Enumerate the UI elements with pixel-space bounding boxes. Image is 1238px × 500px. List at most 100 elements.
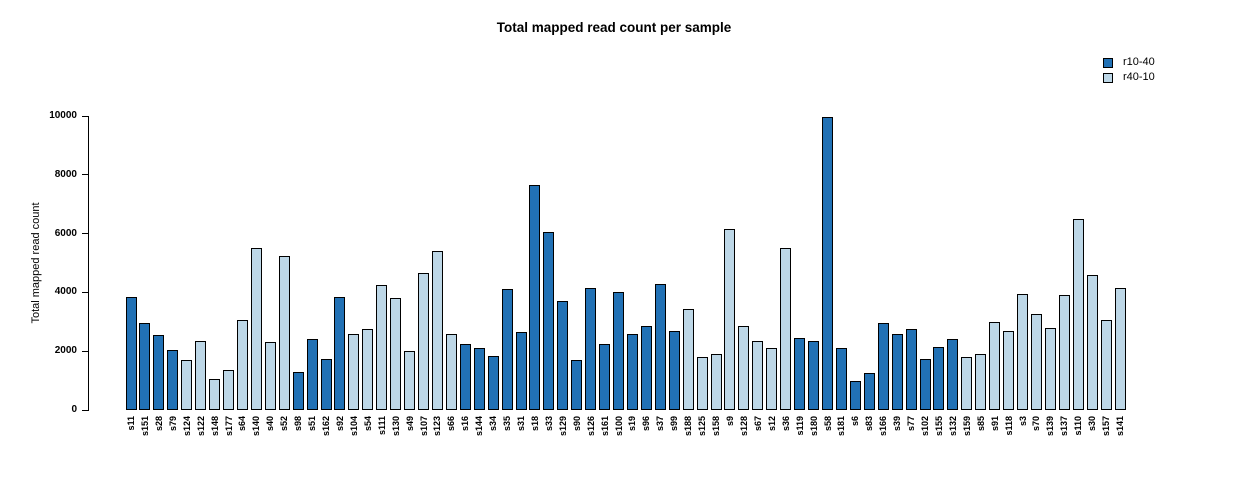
- bar-s107: [418, 273, 430, 410]
- y-axis-tick: [82, 350, 88, 352]
- bar-s148: [209, 379, 221, 410]
- bar-s70: [1030, 314, 1042, 410]
- bar-s34: [487, 355, 499, 410]
- bar-s158: [710, 354, 722, 410]
- bar-s144: [473, 348, 485, 410]
- bar-s37: [654, 283, 666, 410]
- x-axis-tick-label: s58: [822, 416, 833, 432]
- x-axis-tick-label: s66: [446, 416, 457, 432]
- x-axis-tick-label: s39: [892, 416, 903, 432]
- bar-s110: [1072, 218, 1084, 410]
- x-axis-tick-label: s54: [362, 416, 373, 432]
- x-axis-tick-label: s85: [975, 416, 986, 432]
- bar-s58: [822, 117, 833, 410]
- x-axis-tick-label: s79: [167, 416, 178, 432]
- legend-label: r10-40: [1123, 56, 1155, 68]
- bar-s16: [459, 343, 471, 410]
- x-axis-tick-label: s180: [808, 416, 819, 437]
- bar-s125: [696, 357, 708, 410]
- bar-s11: [125, 296, 137, 410]
- bar-s6: [849, 380, 861, 410]
- x-axis-tick-label: s141: [1115, 416, 1126, 437]
- x-axis-tick-label: s33: [543, 416, 554, 432]
- x-axis-tick-label: s128: [738, 416, 749, 437]
- bar-s90: [571, 360, 583, 410]
- bar-s54: [362, 329, 374, 410]
- x-axis-tick-label: s70: [1031, 416, 1042, 432]
- x-axis-tick-label: s99: [669, 416, 680, 432]
- bar-s124: [181, 360, 193, 410]
- bar-s33: [543, 232, 555, 410]
- bar-s180: [808, 340, 820, 410]
- x-axis-tick-label: s36: [780, 416, 791, 432]
- chart-title: Total mapped read count per sample: [496, 20, 732, 35]
- x-axis-tick-label: s3: [1017, 416, 1028, 427]
- legend-label: r40-10: [1123, 71, 1155, 83]
- x-axis-tick-label: s110: [1073, 416, 1084, 436]
- x-axis-tick-label: s119: [794, 416, 805, 436]
- bar-s64: [236, 320, 248, 410]
- x-axis-tick-label: s28: [153, 416, 164, 432]
- x-axis-tick-label: s30: [1087, 416, 1098, 432]
- bar-s49: [404, 351, 416, 410]
- bar-s188: [682, 308, 694, 410]
- bar-s18: [529, 185, 541, 410]
- x-axis-tick-label: s67: [752, 416, 763, 432]
- x-axis-tick-label: s140: [251, 416, 262, 437]
- bar-s12: [766, 348, 778, 410]
- x-axis-tick-label: s100: [613, 416, 624, 437]
- y-axis-tick-label: 4000: [54, 286, 77, 298]
- bar-s128: [738, 326, 750, 410]
- bar-s36: [780, 248, 792, 410]
- bar-s122: [195, 340, 207, 410]
- x-axis-tick-label: s157: [1101, 416, 1112, 437]
- bar-s102: [919, 358, 931, 410]
- bar-s99: [668, 330, 680, 410]
- y-axis-tick: [82, 409, 88, 411]
- legend-item-r40-10: r40-10: [1103, 70, 1155, 85]
- bar-s85: [975, 354, 987, 410]
- y-axis-tick-label: 10000: [49, 110, 77, 121]
- y-axis-tick-label: 8000: [54, 168, 77, 180]
- legend-item-r10-40: r10-40: [1103, 55, 1155, 70]
- bar-s181: [835, 348, 847, 410]
- bar-s66: [445, 333, 457, 410]
- x-axis-tick-label: s35: [502, 416, 513, 432]
- x-axis-tick-label: s37: [655, 416, 666, 432]
- x-axis-tick-label: s162: [321, 416, 332, 437]
- bar-s140: [250, 248, 262, 410]
- x-axis-tick-label: s19: [627, 416, 638, 432]
- y-axis-tick: [82, 291, 88, 293]
- x-axis-tick-label: s181: [836, 416, 847, 437]
- x-axis-tick-label: s51: [307, 416, 318, 432]
- x-axis-tick-label: s118: [1003, 416, 1014, 436]
- bar-s126: [585, 287, 597, 410]
- y-axis-tick: [82, 233, 88, 235]
- x-axis-tick-label: s130: [390, 416, 401, 437]
- bar-s123: [431, 251, 443, 410]
- x-axis-tick-label: s9: [724, 416, 735, 427]
- x-axis-tick-label: s139: [1045, 416, 1056, 437]
- x-axis-tick-label: s98: [293, 416, 304, 432]
- x-axis-tick-label: s107: [418, 416, 429, 437]
- y-axis-tick: [82, 174, 88, 176]
- x-axis-tick-label: s64: [237, 416, 248, 432]
- x-axis-tick-label: s144: [474, 416, 485, 437]
- legend-swatch-dark: [1103, 57, 1113, 68]
- x-axis-tick-label: s123: [432, 416, 443, 437]
- x-axis-tick-label: s83: [864, 416, 875, 432]
- bar-s67: [752, 340, 764, 410]
- x-axis-tick-label: s166: [878, 416, 889, 437]
- x-axis-tick-label: s148: [209, 416, 220, 437]
- bar-s79: [167, 349, 179, 410]
- y-axis-tick-label: 0: [71, 404, 77, 415]
- bar-s104: [348, 333, 360, 410]
- bar-s3: [1017, 293, 1029, 410]
- x-axis-tick-label: s49: [404, 416, 415, 432]
- x-axis-tick-label: s91: [989, 416, 1000, 432]
- legend-swatch-light: [1103, 72, 1113, 83]
- bar-s30: [1086, 274, 1098, 410]
- bar-s52: [278, 255, 290, 410]
- x-axis-tick-label: s16: [460, 416, 471, 432]
- x-axis-tick-label: s177: [223, 416, 234, 437]
